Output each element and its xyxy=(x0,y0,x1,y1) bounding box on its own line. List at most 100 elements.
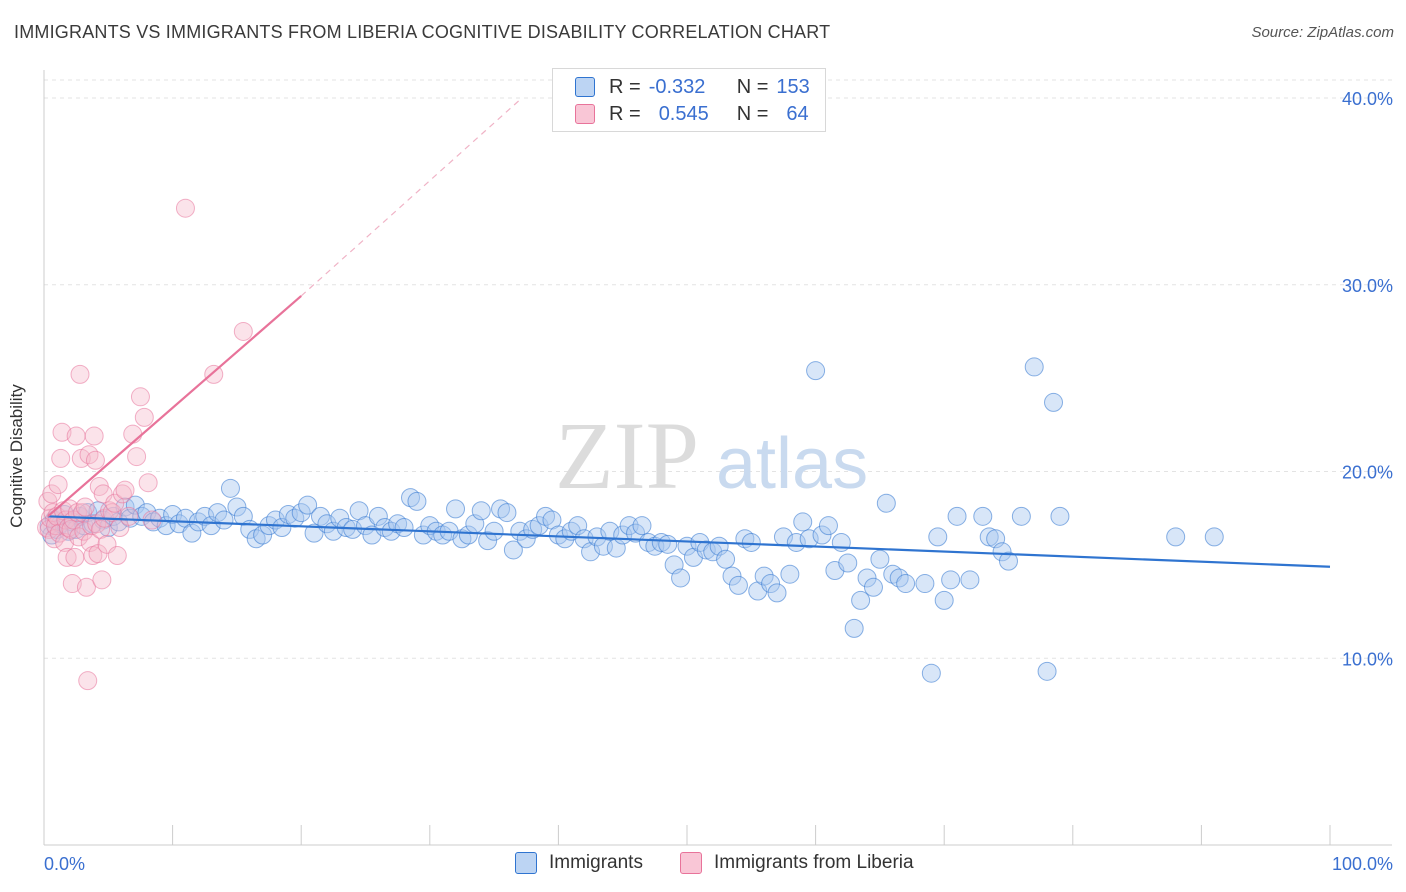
data-point-liberia xyxy=(115,480,135,500)
data-point-immigrants xyxy=(671,568,691,588)
bottom-legend: Immigrants Immigrants from Liberia xyxy=(0,850,1406,878)
trend-line-immigrants xyxy=(47,515,1331,568)
data-point-immigrants xyxy=(310,506,330,526)
data-point-immigrants xyxy=(999,551,1018,571)
data-point-liberia xyxy=(127,447,147,467)
data-point-liberia xyxy=(42,484,62,504)
data-point-immigrants xyxy=(484,521,504,541)
data-point-immigrants xyxy=(407,491,427,511)
data-point-immigrants xyxy=(356,516,375,536)
data-point-immigrants xyxy=(503,540,523,560)
y-tick-label: 20.0% xyxy=(1342,463,1393,483)
y-tick-label: 10.0% xyxy=(1342,649,1393,669)
data-point-immigrants xyxy=(722,566,742,586)
data-point-immigrants xyxy=(1166,527,1186,547)
watermark-atlas: atlas xyxy=(716,424,868,504)
data-point-immigrants xyxy=(812,525,832,545)
data-point-immigrants xyxy=(150,508,170,528)
data-point-immigrants xyxy=(497,503,517,523)
data-point-immigrants xyxy=(298,495,318,515)
data-point-liberia xyxy=(92,570,112,590)
data-point-immigrants xyxy=(1011,506,1031,526)
data-point-immigrants xyxy=(208,503,228,523)
data-point-immigrants xyxy=(863,577,883,597)
data-point-immigrants xyxy=(227,497,247,517)
data-point-immigrants xyxy=(394,518,414,538)
swatch-pink xyxy=(575,104,595,124)
x-tick-label: 0.0% xyxy=(44,854,85,874)
axes xyxy=(43,70,1392,846)
data-point-immigrants xyxy=(626,523,646,543)
data-point-immigrants xyxy=(793,512,813,532)
data-point-immigrants xyxy=(934,590,954,610)
data-point-immigrants xyxy=(401,488,421,508)
data-point-immigrants xyxy=(458,525,478,545)
data-point-immigrants xyxy=(973,506,993,526)
data-point-immigrants xyxy=(947,506,967,526)
data-point-immigrants xyxy=(728,575,748,595)
data-point-immigrants xyxy=(1050,506,1070,526)
data-point-immigrants xyxy=(632,516,652,536)
data-point-immigrants xyxy=(716,549,736,569)
data-point-immigrants xyxy=(246,529,266,549)
data-point-liberia xyxy=(62,574,82,594)
data-point-immigrants xyxy=(1037,661,1057,681)
trend-lines xyxy=(47,99,1331,568)
data-point-immigrants xyxy=(741,532,761,552)
data-point-immigrants xyxy=(368,506,388,526)
data-point-liberia xyxy=(112,484,132,504)
data-point-liberia xyxy=(57,547,77,567)
data-point-immigrants xyxy=(452,529,472,549)
data-point-immigrants xyxy=(220,478,240,498)
watermark: ZIP atlas xyxy=(555,402,868,509)
swatch-blue xyxy=(575,77,595,97)
source-label: Source: ZipAtlas.com xyxy=(1251,24,1394,41)
data-point-liberia xyxy=(175,198,195,218)
data-point-immigrants xyxy=(696,540,716,560)
data-point-immigrants xyxy=(876,493,896,513)
data-point-immigrants xyxy=(851,590,871,610)
watermark-zip: ZIP xyxy=(555,402,699,509)
data-point-immigrants xyxy=(767,583,787,603)
data-point-immigrants xyxy=(838,553,858,573)
data-point-liberia xyxy=(51,448,71,468)
grid-lines xyxy=(44,79,1392,659)
data-point-immigrants xyxy=(1024,357,1044,377)
data-point-immigrants xyxy=(857,568,877,588)
data-point-immigrants xyxy=(195,506,215,526)
data-point-immigrants xyxy=(651,532,671,552)
data-point-liberia xyxy=(204,364,224,384)
data-point-immigrants xyxy=(941,570,961,590)
data-point-immigrants xyxy=(471,501,491,521)
data-point-immigrants xyxy=(992,542,1012,562)
data-point-immigrants xyxy=(600,521,620,541)
r-label: R = xyxy=(609,102,641,125)
data-point-immigrants xyxy=(799,529,819,549)
data-point-immigrants xyxy=(960,570,980,590)
data-point-liberia xyxy=(70,364,90,384)
data-point-liberia xyxy=(48,475,68,495)
r-label: R = xyxy=(609,75,641,98)
data-point-immigrants xyxy=(928,527,948,547)
data-point-immigrants xyxy=(214,510,234,530)
data-point-liberia xyxy=(56,510,76,530)
tick-labels: 10.0% 20.0% 30.0% 40.0% 0.0% 100.0% xyxy=(44,89,1393,874)
data-point-liberia xyxy=(84,426,104,446)
data-point-immigrants xyxy=(478,531,498,551)
trend-line-liberia xyxy=(47,295,302,518)
data-point-immigrants xyxy=(658,534,678,554)
data-point-immigrants xyxy=(896,574,916,594)
data-point-immigrants xyxy=(491,499,511,519)
data-point-immigrants xyxy=(915,574,935,594)
trend-line-liberia-extension xyxy=(300,99,521,297)
data-point-immigrants xyxy=(761,574,781,594)
data-point-immigrants xyxy=(304,523,324,543)
y-tick-label: 30.0% xyxy=(1342,276,1393,296)
legend-swatch-pink xyxy=(680,852,702,874)
data-point-liberia xyxy=(138,473,158,493)
data-point-immigrants xyxy=(375,518,395,538)
data-point-liberia xyxy=(134,407,154,427)
data-point-immigrants xyxy=(921,663,941,683)
data-point-immigrants xyxy=(1204,527,1224,547)
